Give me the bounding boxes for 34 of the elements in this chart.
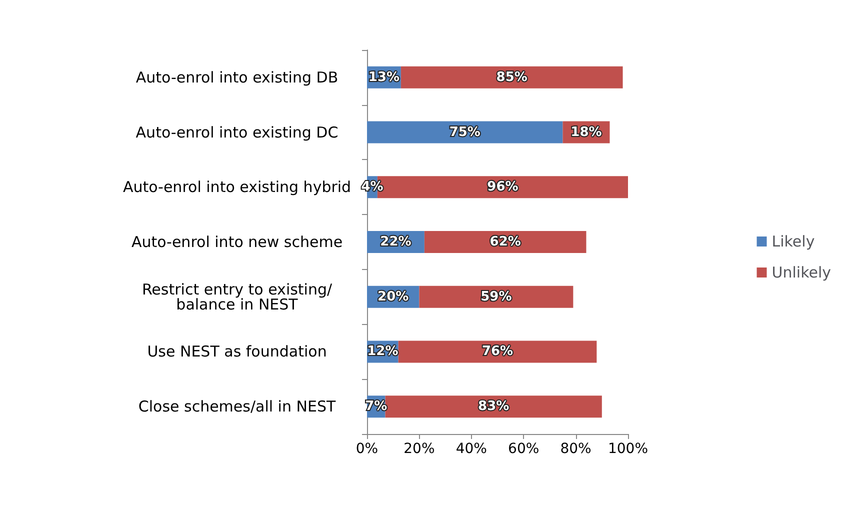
bar (398, 340, 597, 363)
y-tick-label: Auto-enrol into new scheme (131, 233, 343, 251)
y-tick-label: Restrict entry to existing/balance in NEST (142, 280, 333, 314)
y-tick-label: Use NEST as foundation (147, 342, 327, 361)
legend-label: Likely (772, 232, 815, 250)
data-label: 59% (480, 289, 512, 304)
data-label: 85% (496, 70, 528, 85)
data-label: 13% (368, 70, 400, 85)
x-tick-label: 40% (456, 441, 487, 457)
bar (400, 66, 623, 88)
bar (419, 286, 574, 308)
bar (385, 396, 602, 418)
data-label: 83% (478, 399, 510, 414)
y-tick-label: Close schemes/all in NEST (138, 398, 336, 416)
x-tick-label: 100% (608, 441, 648, 457)
y-tick-label: Auto-enrol into existing DB (136, 68, 338, 86)
bar (424, 231, 586, 253)
data-label: 75% (449, 124, 480, 140)
data-label: 76% (482, 344, 514, 360)
y-tick-label: Auto-enrol into existing hybrid (122, 178, 352, 196)
data-label: 20% (378, 289, 409, 304)
bar (367, 121, 563, 144)
y-tick-label: Auto-enrol into existing DC (136, 123, 338, 142)
data-label: 22% (380, 234, 412, 250)
data-label: 12% (367, 344, 398, 360)
data-label: 96% (487, 180, 518, 195)
x-tick-label: 0% (356, 441, 378, 457)
x-tick-label: 80% (560, 441, 592, 457)
x-tick-label: 20% (404, 441, 435, 457)
data-label: 18% (570, 124, 602, 140)
x-tick-label: 60% (508, 441, 540, 457)
data-label: 4% (361, 180, 384, 195)
data-label: 62% (490, 234, 521, 250)
legend-label: Unlikely (772, 264, 832, 282)
